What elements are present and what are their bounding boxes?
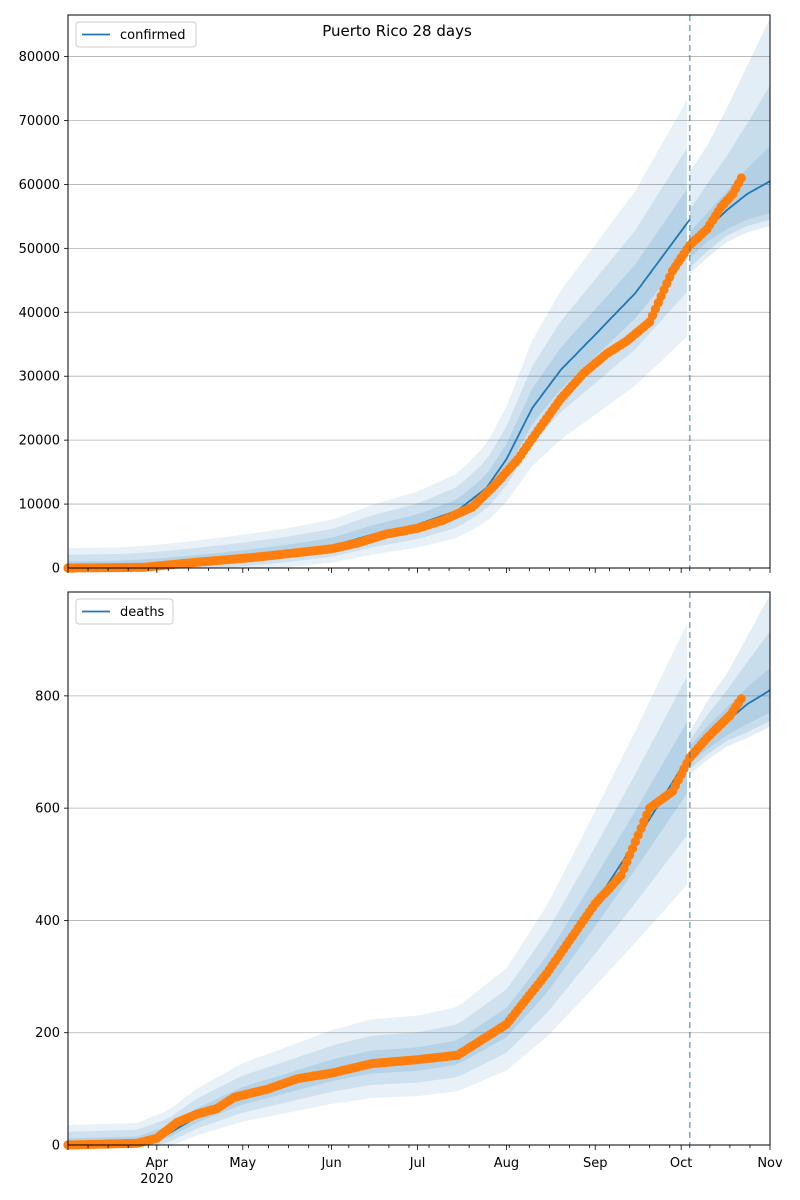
observed-point [736,694,746,704]
historical-uncertainty-band [68,100,687,568]
x-tick-label: May [229,1156,256,1171]
y-tick-label: 20000 [19,434,60,449]
axes-frame [67,591,771,1146]
y-tick-label: 30000 [19,370,60,385]
historical-uncertainty-band [68,148,687,568]
legend-label: confirmed [120,28,186,43]
x-tick-label: Jul [409,1156,426,1171]
y-tick-label: 600 [35,802,60,817]
historical-uncertainty-band [68,623,687,1145]
historical-uncertainty-band [68,189,687,568]
confirmed-panel: 0 10000 20000 30000 40000 50000 60000 70000 8000… [19,14,771,577]
observed-point [736,173,746,183]
legend-box [75,598,174,625]
x-tick-label: Sep [583,1156,608,1171]
figure-title: Puerto Rico 28 days [322,22,472,40]
x-tick-label: Nov [757,1156,783,1171]
y-tick-label: 400 [35,914,60,929]
axes-frame [67,14,771,569]
y-tick-label: 800 [35,689,60,704]
y-tick-label: 200 [35,1026,60,1041]
x-tick-label: Apr [146,1156,169,1171]
y-tick-label: 40000 [19,306,60,321]
legend-box [75,21,197,48]
y-tick-label: 0 [52,1139,60,1154]
y-tick-label: 80000 [19,50,60,65]
x-tick-label: Oct [670,1156,692,1171]
historical-uncertainty-band [68,676,687,1145]
x-tick-sublabel: 2020 [140,1172,173,1187]
x-tick-label: Aug [494,1156,519,1171]
y-tick-label: 60000 [19,178,60,193]
x-tick-label: Jun [320,1156,341,1171]
y-tick-label: 0 [52,562,60,577]
y-tick-label: 50000 [19,242,60,257]
y-tick-label: 70000 [19,114,60,129]
forecast-uncertainty-band [689,18,770,274]
y-tick-label: 10000 [19,498,60,513]
legend-label: deaths [120,605,165,620]
